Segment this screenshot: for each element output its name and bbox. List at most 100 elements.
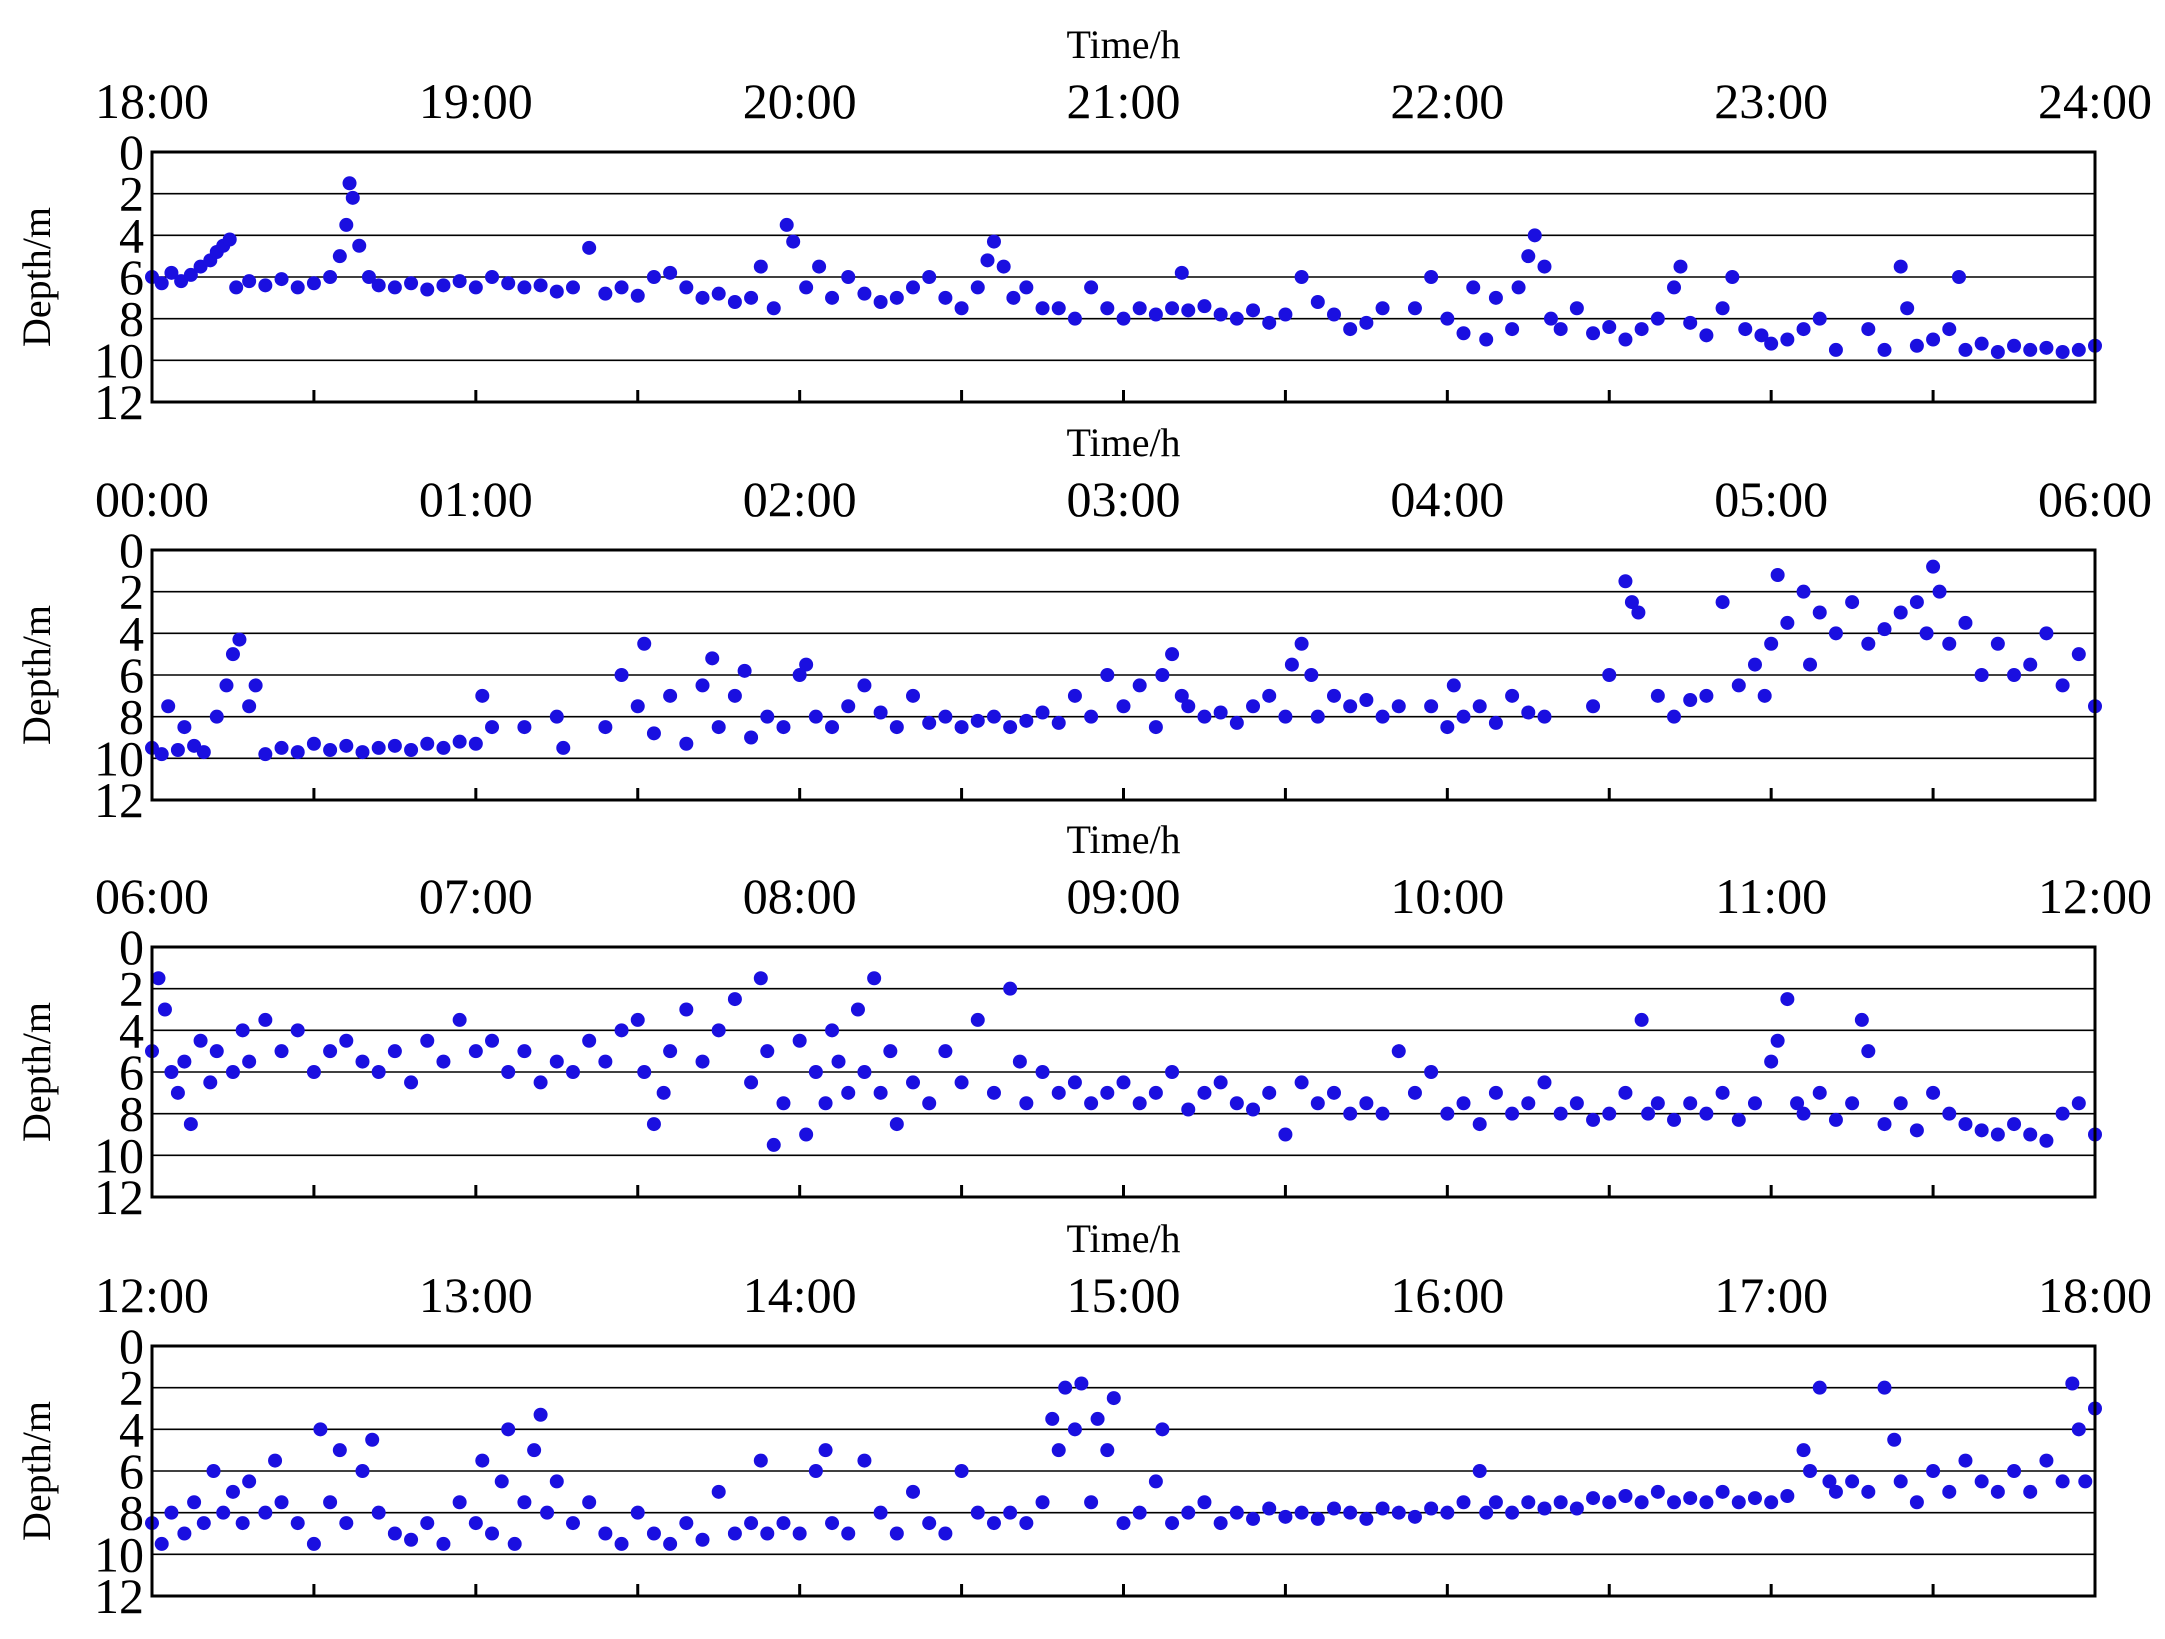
y-tick-label: 2 [119,564,144,620]
data-point [1456,1096,1471,1111]
data-point [1019,713,1034,728]
data-point [656,1085,671,1100]
data-point [1424,699,1439,714]
data-point [663,1536,678,1551]
data-point [1213,705,1228,720]
data-point [663,688,678,703]
data-point [533,278,548,293]
data-point [2007,338,2022,353]
data-point [857,1453,872,1468]
data-series [145,559,2102,762]
data-point [799,657,814,672]
x-tick-label: 15:00 [1067,1267,1181,1323]
y-axis-label: Depth/m [14,1002,59,1142]
data-point [1754,328,1769,343]
data-point [1012,1054,1027,1069]
data-point [883,1044,898,1059]
data-point [1424,270,1439,284]
data-point [1942,1106,1957,1121]
data-point [1100,301,1115,316]
data-point [1932,584,1947,599]
data-point [1699,328,1714,343]
y-tick-label: 0 [119,1318,144,1374]
data-point [841,1526,856,1541]
data-point [387,738,402,753]
data-point [1764,1495,1779,1510]
data-point [1893,1096,1908,1111]
data-point [517,280,532,295]
data-point [1284,657,1299,672]
data-point [598,720,613,735]
data-point [1310,295,1325,309]
data-point [452,734,467,749]
data-point [1569,1096,1584,1111]
data-point [225,1065,240,1079]
y-axis-label: Depth/m [14,1401,59,1541]
data-point [452,1495,467,1510]
data-point [753,259,768,274]
data-point [646,270,661,284]
data-point [2055,1106,2070,1121]
data-point [970,280,985,295]
x-tick-label: 02:00 [743,471,857,527]
data-point [938,1044,953,1059]
data-point [313,1422,328,1437]
data-point [1229,1096,1244,1111]
plot-frame [150,1344,2097,1598]
data-point [187,1495,202,1510]
panel-4: Time/h 12:00 13:00 14:00 15:00 16:00 17:00 18:0… [14,1216,2152,1624]
panel-2: Time/h 00:00 01:00 02:00 03:00 04:00 05:00 06:0… [14,420,2152,828]
data-point [306,1065,321,1079]
data-point [1893,605,1908,620]
data-point [507,1536,522,1551]
data-point [1764,336,1779,351]
data-point [1229,311,1244,326]
data-point [452,1012,467,1027]
data-point [614,280,629,295]
data-point [1553,1495,1568,1510]
y-tick-label: 10 [94,1127,144,1183]
x-tick-label: 01:00 [419,471,533,527]
data-point [711,720,726,735]
data-point [1990,1127,2005,1142]
data-point [1278,1127,1293,1142]
data-point [332,249,347,264]
data-point [825,720,840,735]
data-point [565,1516,580,1531]
data-point [332,1443,347,1458]
data-point [1861,636,1876,651]
data-point [468,1044,483,1059]
data-point [164,1505,179,1520]
data-point [154,747,169,762]
x-tick-label: 06:00 [2038,471,2152,527]
data-point [825,1516,840,1531]
data-point [549,284,564,299]
data-point [841,1085,856,1100]
data-point [154,276,169,291]
data-point [1246,303,1261,318]
data-point [1440,720,1455,735]
x-tick-label: 06:00 [95,868,209,924]
x-tick-label: 05:00 [1714,471,1828,527]
data-point [2023,1484,2038,1499]
data-point [1511,280,1526,295]
data-point [711,1023,726,1038]
data-point [1699,688,1714,703]
data-point [1602,1495,1617,1510]
data-point [857,678,872,693]
data-point [242,1054,257,1069]
data-point [468,280,483,295]
data-point [753,971,768,986]
data-point [1019,1096,1034,1111]
data-point [1424,1065,1439,1079]
data-point [387,1526,402,1541]
data-point [1294,270,1309,284]
data-point [1100,1443,1115,1458]
data-point [1278,307,1293,322]
data-point [565,1065,580,1079]
data-point [1084,1495,1099,1510]
data-point [1100,668,1115,682]
data-point [306,736,321,751]
data-point [1958,1453,1973,1468]
data-point [906,1075,921,1090]
